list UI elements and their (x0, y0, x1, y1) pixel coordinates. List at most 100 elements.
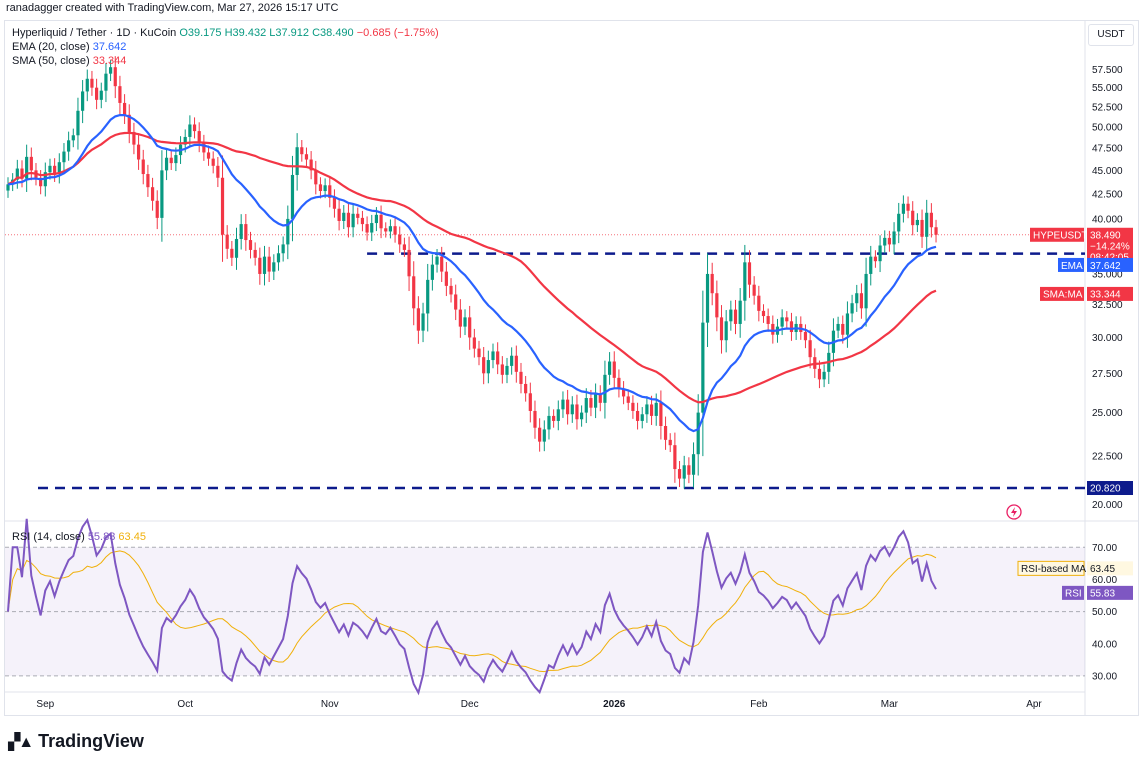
candle-body (99, 90, 103, 100)
candle-body (272, 262, 276, 272)
candle-body (342, 212, 346, 221)
candle-body (388, 226, 393, 232)
instrument-label: HYPEUSDT (1033, 230, 1087, 241)
candle-body (715, 293, 719, 318)
symbol-title[interactable]: Hyperliquid / Tether · 1D · KuCoin (12, 27, 177, 39)
candle-body (729, 309, 733, 322)
tradingview-logo-icon: ▞▲ (8, 733, 34, 751)
candle-body (314, 170, 318, 185)
candle-body (136, 144, 141, 160)
candle-body (48, 165, 52, 173)
candle-body (225, 234, 229, 249)
ema-value-tag (1087, 257, 1133, 272)
candle-body (845, 313, 850, 335)
candle-body (449, 285, 453, 295)
candle-body (682, 465, 686, 479)
candle-body (934, 227, 938, 235)
candle-body (566, 399, 570, 415)
candle-body (785, 317, 789, 322)
candle-body (920, 219, 924, 237)
candle-body (118, 86, 122, 103)
candle-body (673, 445, 677, 470)
candle-body (281, 244, 285, 254)
candle-body (318, 184, 323, 192)
candle-body (328, 185, 332, 198)
candle-body (855, 293, 859, 304)
candle-body (719, 317, 724, 341)
level-price-label: 20.820 (1090, 484, 1121, 495)
rsi-ma-line (7, 550, 937, 673)
candle-body (589, 398, 593, 408)
tradingview-logo[interactable]: ▞▲ TradingView (8, 731, 144, 752)
currency-selector[interactable]: USDT (1088, 24, 1134, 46)
candle-body (505, 365, 509, 375)
candle-body (206, 152, 211, 159)
candle-body (220, 177, 225, 235)
candle-body (929, 212, 933, 228)
candle-body (253, 249, 257, 258)
low-value: L37.912 (269, 27, 310, 39)
price-tick-label: 35.000 (1092, 269, 1123, 280)
candle-body (705, 273, 710, 323)
rsi-legend-label[interactable]: RSI (14, close) (12, 531, 85, 543)
close-value: C38.490 (312, 27, 354, 39)
candle-body (90, 78, 94, 88)
candle-body (127, 114, 131, 132)
candle-body (304, 154, 309, 160)
rsi-tick-label: 60.00 (1092, 575, 1117, 586)
candle-body (85, 78, 89, 92)
candle-body (869, 256, 873, 274)
candle-body (687, 465, 691, 475)
candle-body (440, 256, 444, 272)
candle-body (612, 361, 616, 378)
candle-body (491, 351, 495, 361)
candle-body (803, 332, 808, 341)
candle-body (81, 91, 85, 111)
last-price-tag (1087, 227, 1133, 264)
sma-value-tag (1087, 286, 1133, 301)
rsi-legend-value: 55.83 (87, 531, 116, 543)
candle-body (323, 185, 327, 192)
candle-body (39, 177, 43, 187)
candle-body (197, 131, 201, 143)
candle-body (556, 409, 560, 421)
candle-body (789, 321, 794, 333)
sma50-line (7, 131, 937, 404)
candle-body (407, 249, 411, 277)
rsi-value-tag (1087, 585, 1133, 600)
candle-body (95, 87, 99, 100)
sma-tag-label: SMA:MA (1043, 289, 1083, 300)
candle-body (113, 67, 117, 87)
rsi-ma-name-tag (1017, 560, 1085, 576)
candle-body (561, 399, 565, 410)
rsi-tick-label: 40.00 (1092, 639, 1117, 650)
candle-body (645, 404, 649, 415)
candle-body (626, 396, 630, 403)
time-tick-label: Oct (177, 699, 193, 710)
candle-body (850, 303, 854, 314)
price-tick-label: 52.500 (1092, 102, 1123, 113)
rsi-tick-label: 30.00 (1092, 671, 1117, 682)
candle-body (878, 245, 882, 262)
candle-body (370, 223, 374, 233)
candle-body (724, 321, 728, 341)
candle-body (454, 294, 458, 310)
candle-body (864, 273, 868, 309)
sma-legend-label[interactable]: SMA (50, close) (12, 55, 90, 67)
candle-body (733, 309, 738, 324)
level-price-tag (1087, 481, 1133, 496)
candle-body (444, 271, 448, 286)
price-tick-label: 22.500 (1092, 452, 1123, 463)
candle-body (514, 355, 518, 372)
candle-body (309, 159, 313, 171)
brand-name: TradingView (38, 731, 144, 751)
ema-legend-label[interactable]: EMA (20, close) (12, 41, 90, 53)
price-tick-label: 25.000 (1092, 408, 1123, 419)
rsi-ma-name-label: RSI-based MA (1021, 564, 1086, 575)
price-tick-label: 55.000 (1092, 83, 1123, 94)
candle-body (430, 264, 434, 280)
candle-body (67, 140, 71, 152)
candle-body (295, 147, 299, 175)
candle-body (710, 273, 714, 294)
